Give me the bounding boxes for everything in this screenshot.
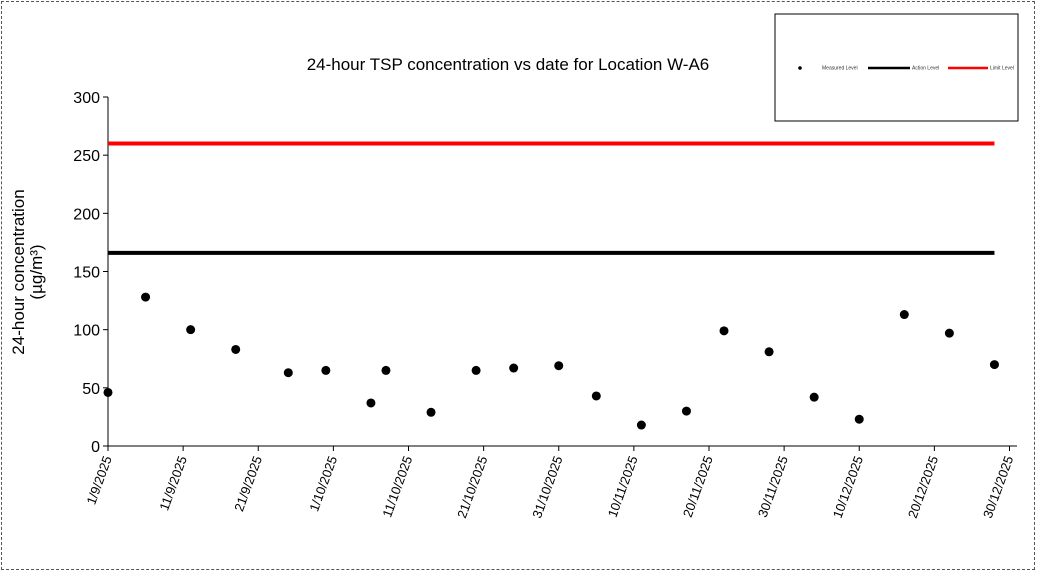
- data-point: [321, 365, 331, 375]
- data-point: [231, 344, 241, 354]
- x-tick-label: 11/10/2025: [379, 454, 415, 519]
- data-point: [186, 325, 196, 335]
- x-ticks: 1/9/2025 11/9/2025 21/9/2025 1/10/2025 11/10…: [83, 446, 1016, 520]
- data-point: [764, 347, 774, 357]
- data-point: [636, 420, 646, 430]
- data-point: [944, 328, 954, 338]
- y-tick-label: 50: [82, 381, 100, 398]
- data-point: [366, 398, 376, 408]
- data-point: [899, 310, 909, 320]
- y-axis-label-main: 24-hour concentration: [9, 189, 28, 354]
- x-tick-label: 30/12/2025: [980, 454, 1016, 520]
- data-point: [141, 292, 151, 302]
- y-tick-label: 0: [91, 439, 100, 456]
- x-tick-label: 21/10/2025: [454, 454, 490, 520]
- x-tick-label: 10/12/2025: [830, 454, 866, 520]
- data-point: [283, 368, 293, 378]
- y-tick-label: 250: [73, 148, 100, 165]
- y-tick-label: 200: [73, 206, 100, 223]
- legend: Measured Level Action Level Limit Level: [774, 13, 1019, 122]
- legend-label-measured: Measured Level: [822, 66, 858, 72]
- x-tick-label: 1/9/2025: [83, 454, 114, 507]
- y-axis-label: 24-hour concentration (µg/m³): [9, 189, 46, 354]
- y-tick-label: 300: [73, 90, 100, 107]
- data-point: [554, 361, 564, 371]
- legend-label-action: Action Level: [912, 66, 939, 72]
- x-tick-label: 20/11/2025: [680, 454, 716, 519]
- data-point: [854, 414, 864, 424]
- chart-frame: [1, 1, 1035, 570]
- x-tick-label: 20/12/2025: [905, 454, 941, 520]
- x-tick-label: 21/9/2025: [231, 454, 265, 513]
- data-point: [426, 407, 436, 417]
- legend-label-limit: Limit Level: [990, 66, 1014, 72]
- data-point: [719, 326, 729, 336]
- reference-lines: [108, 141, 995, 255]
- data-point: [471, 365, 481, 375]
- data-point: [103, 387, 113, 397]
- data-point: [381, 365, 391, 375]
- x-tick-label: 11/9/2025: [156, 454, 190, 513]
- x-tick-label: 31/10/2025: [529, 454, 565, 520]
- legend-marker-measured: [798, 66, 802, 70]
- x-tick-label: 10/11/2025: [605, 454, 641, 519]
- data-point: [591, 391, 601, 401]
- data-point: [509, 363, 519, 373]
- x-tick-label: 1/10/2025: [306, 454, 340, 513]
- x-tick-label: 30/11/2025: [755, 454, 791, 519]
- y-tick-label: 100: [73, 323, 100, 340]
- data-point: [989, 360, 999, 370]
- axes: [107, 97, 1017, 447]
- chart-title: 24-hour TSP concentration vs date for Lo…: [307, 55, 710, 74]
- y-axis-label-unit: (µg/m³): [27, 244, 46, 299]
- y-ticks: 0 50 100 150 200 250 300: [73, 90, 108, 456]
- data-point: [681, 406, 691, 416]
- data-point: [809, 392, 819, 402]
- measured-points: [103, 292, 999, 430]
- y-tick-label: 150: [73, 265, 100, 282]
